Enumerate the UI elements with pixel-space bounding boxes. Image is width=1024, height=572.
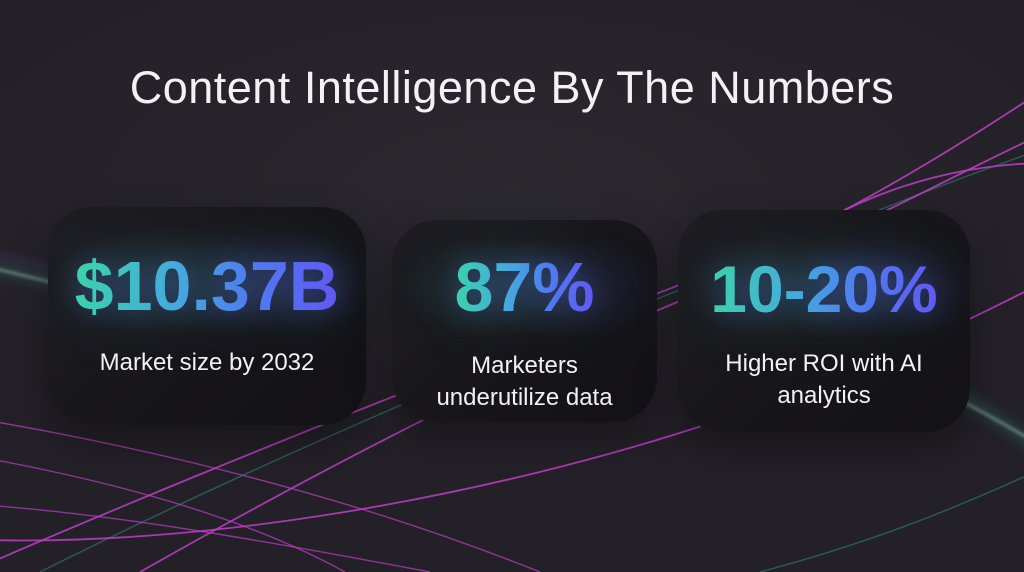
stat-value: $10.37B [74,247,340,325]
stat-card-roi: 10-20% Higher ROI with AI analytics [678,210,970,432]
stat-card-marketers: 87% Marketers underutilize data [392,220,657,422]
magenta-arc-left-3 [0,505,431,572]
stat-label: Marketers underutilize data [436,352,613,411]
stat-card-market-size: $10.37B Market size by 2032 [48,207,366,425]
magenta-arc-left-1 [0,421,541,572]
page-title: Content Intelligence By The Numbers [129,62,895,113]
stat-value: 87% [454,248,595,326]
stat-label: Market size by 2032 [99,349,315,376]
magenta-arc-left-2 [0,460,346,572]
stat-label: Higher ROI with AI analytics [725,350,923,409]
magenta-diagonal-2 [139,141,1024,572]
stat-value: 10-20% [710,252,938,326]
teal-arc-bottom-right [759,476,1024,572]
